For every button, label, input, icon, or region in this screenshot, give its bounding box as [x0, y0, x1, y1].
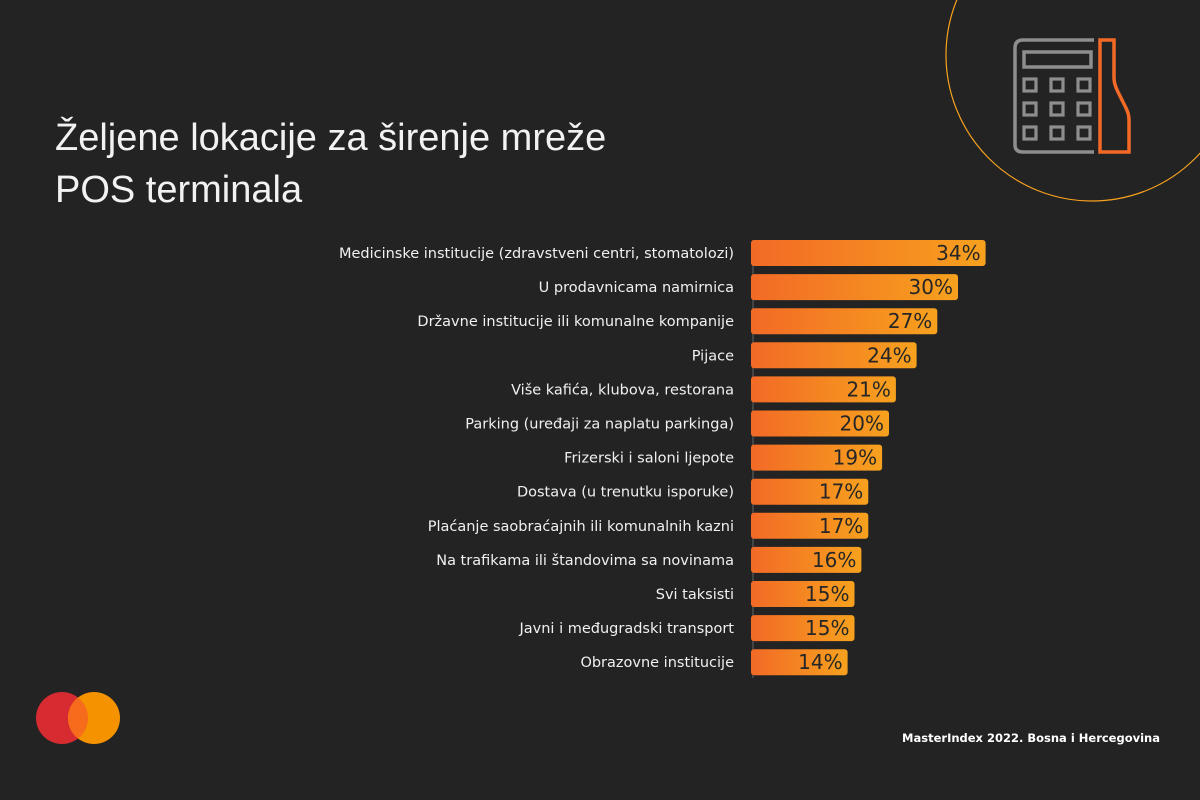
- bar-row: Obrazovne institucije 14%: [580, 649, 848, 676]
- bar: [751, 240, 986, 266]
- value-label: 17%: [819, 514, 863, 538]
- value-label: 16%: [812, 548, 856, 572]
- value-label: 15%: [805, 616, 849, 640]
- source-note: MasterIndex 2022. Bosna i Hercegovina: [902, 731, 1160, 745]
- category-label: Državne institucije ili komunalne kompan…: [417, 314, 734, 330]
- value-label: 24%: [867, 343, 911, 367]
- bar-row: Pijace 24%: [692, 342, 917, 369]
- category-label: Na trafikama ili štandovima sa novinama: [436, 553, 734, 569]
- bar: [751, 274, 958, 301]
- bar: [751, 410, 889, 437]
- category-label: Javni i međugradski transport: [519, 621, 735, 637]
- decorative-circle: [945, 0, 1200, 202]
- bar: [751, 308, 938, 335]
- page-title: Željene lokacije za širenje mreže POS ter…: [55, 112, 606, 216]
- bar: [751, 376, 896, 403]
- bar: [751, 581, 855, 607]
- bar: [751, 478, 869, 505]
- bar-row: Javni i međugradski transport 15%: [519, 615, 855, 642]
- value-label: 27%: [888, 309, 932, 333]
- category-label: Više kafića, klubova, restorana: [511, 382, 734, 398]
- category-label: Frizerski i saloni ljepote: [564, 451, 734, 467]
- category-label: Medicinske institucije (zdravstveni cent…: [339, 246, 734, 262]
- bar: [751, 649, 848, 676]
- category-label: Parking (uređaji za naplatu parkinga): [465, 417, 734, 433]
- bar: [751, 342, 917, 369]
- title-line-1: Željene lokacije za širenje mreže: [55, 117, 607, 159]
- bar-row: Frizerski i saloni ljepote 19%: [564, 444, 883, 471]
- value-label: 21%: [846, 377, 890, 401]
- bar-row: Svi taksisti 15%: [656, 581, 855, 607]
- bar: [751, 512, 869, 539]
- bar-row: Medicinske institucije (zdravstveni cent…: [339, 240, 986, 266]
- value-label: 20%: [840, 412, 884, 436]
- category-label: Pijace: [692, 348, 734, 364]
- bar: [751, 546, 862, 573]
- bar-row: U prodavnicama namirnica 30%: [539, 274, 958, 301]
- category-label: Dostava (u trenutku isporuke): [517, 485, 734, 501]
- bar-row: Više kafića, klubova, restorana 21%: [511, 376, 896, 403]
- bar-row: Na trafikama ili štandovima sa novinama 1…: [436, 546, 862, 573]
- category-label: U prodavnicama namirnica: [539, 280, 734, 296]
- title-line-2: POS terminala: [55, 169, 303, 211]
- value-label: 30%: [909, 275, 953, 299]
- bar-row: Parking (uređaji za naplatu parkinga) 20%: [465, 410, 889, 437]
- bar-row: Plaćanje saobraćajnih ili komunalnih kaz…: [428, 512, 869, 539]
- bar-row: Dostava (u trenutku isporuke) 17%: [517, 478, 869, 505]
- value-label: 14%: [798, 650, 842, 674]
- bar: [751, 615, 855, 642]
- value-label: 17%: [819, 480, 863, 504]
- calculator-pos-icon: [1013, 38, 1131, 154]
- category-label: Svi taksisti: [656, 587, 734, 603]
- mastercard-logo: [36, 692, 120, 744]
- value-label: 15%: [805, 582, 849, 606]
- value-label: 19%: [833, 446, 877, 470]
- bar-row: Državne institucije ili komunalne kompan…: [417, 308, 938, 335]
- bar: [751, 444, 883, 471]
- category-label: Obrazovne institucije: [580, 655, 734, 671]
- category-label: Plaćanje saobraćajnih ili komunalnih kaz…: [428, 519, 734, 535]
- value-label: 34%: [936, 241, 980, 265]
